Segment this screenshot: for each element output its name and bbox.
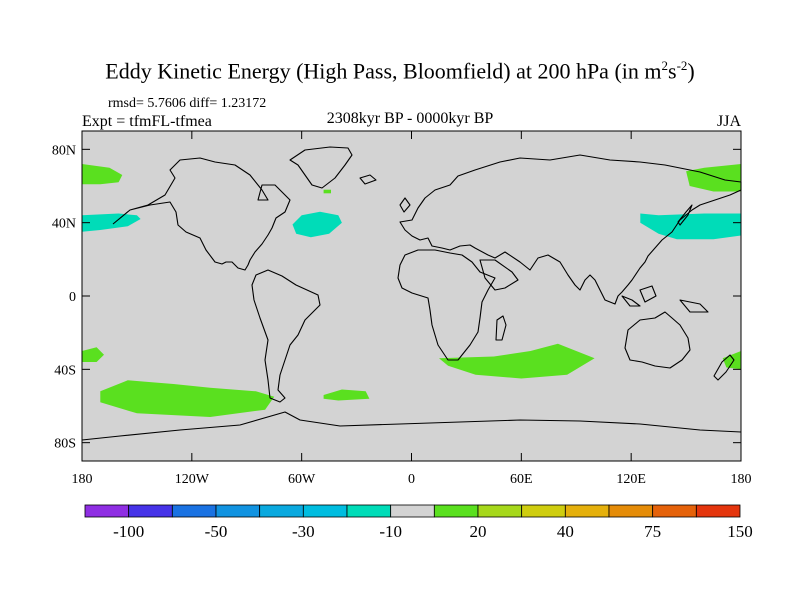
colorbar-label: 150 [727,522,753,541]
lon-tick-label: 0 [408,472,415,487]
coast-antarctica [81,411,742,441]
colorbar-swatch [477,504,523,518]
colorbar-swatch [84,504,130,518]
coast-indonesia [621,285,709,313]
coast-greenland [289,146,353,189]
anomaly-region-north-pacific-west [82,213,141,232]
coast-madagascar [495,315,507,341]
coast-south-america [251,269,321,403]
colorbar-swatch [302,504,348,518]
colorbar-swatch [128,504,173,518]
colorbar-label: 40 [557,522,574,541]
anomaly-region-tasman [722,351,741,370]
coast-japan [677,204,693,226]
coast-arabia [479,259,519,291]
coastlines [81,146,742,441]
coast-new-zealand [713,354,735,381]
colorbar-swatch [390,504,435,518]
anomaly-region-south-pacific [100,380,275,417]
lon-tick-label: 120E [616,472,646,487]
map-axes: 80N 40N 0 40S 80S 180 120W 60W 0 60E 120E 180 [52,131,752,487]
lat-tick-label: 80S [54,437,76,452]
lat-tick-label: 80N [52,143,76,158]
lon-tick-label: 120W [175,472,210,487]
anomaly-region-south-atlantic-spot [323,389,370,401]
colorbar-swatch [564,504,610,518]
lon-tick-label: 180 [72,472,93,487]
colorbar-swatch [433,504,479,518]
anomaly-region-alaska-west [82,164,123,185]
coast-africa [397,249,496,361]
lat-tick-label: 40S [54,363,76,378]
colorbar-label: -100 [113,522,144,541]
colorbar-label: 75 [644,522,661,541]
colorbar: -100 -50 -30 -10 20 40 75 150 [84,504,753,541]
lat-tick-label: 0 [69,290,76,305]
anomaly-region-north-pacific-east [640,213,741,240]
anomaly-region-south-indian [439,343,595,379]
colorbar-swatch [259,504,304,518]
colorbar-swatch [695,504,741,518]
colorbar-label: -50 [205,522,228,541]
colorbar-swatch [346,504,392,518]
coast-north-america [112,157,291,271]
coast-british-isles [359,174,411,213]
plot-title: Eddy Kinetic Energy (High Pass, Bloomfie… [105,58,695,84]
colorbar-swatch [521,504,566,518]
colorbar-label: 20 [470,522,487,541]
experiment-label: Expt = tfmFL-tfmea [82,113,212,130]
lon-tick-label: 60W [288,472,316,487]
lat-tick-label: 40N [52,217,76,232]
stats-line: rmsd= 5.7606 diff= 1.23172 [108,96,267,111]
anomaly-regions [82,164,741,417]
lon-tick-label: 60E [510,472,533,487]
coast-australia [624,311,691,369]
period-label: 2308kyr BP - 0000kyr BP [326,110,494,127]
colorbar-label: -30 [292,522,315,541]
anomaly-region-south-pacific-west [82,347,104,362]
colorbar-swatch [652,504,697,518]
anomaly-region-north-atlantic-spot [323,189,331,194]
colorbar-swatch [608,504,654,518]
colorbar-swatch [215,504,261,518]
anomaly-region-north-atlantic [292,211,342,238]
coast-eurasia [399,154,742,305]
colorbar-label: -10 [379,522,402,541]
colorbar-swatch [171,504,217,518]
anomaly-region-arctic-east [686,164,741,192]
lon-tick-label: 180 [731,472,752,487]
season-label: JJA [716,113,741,130]
